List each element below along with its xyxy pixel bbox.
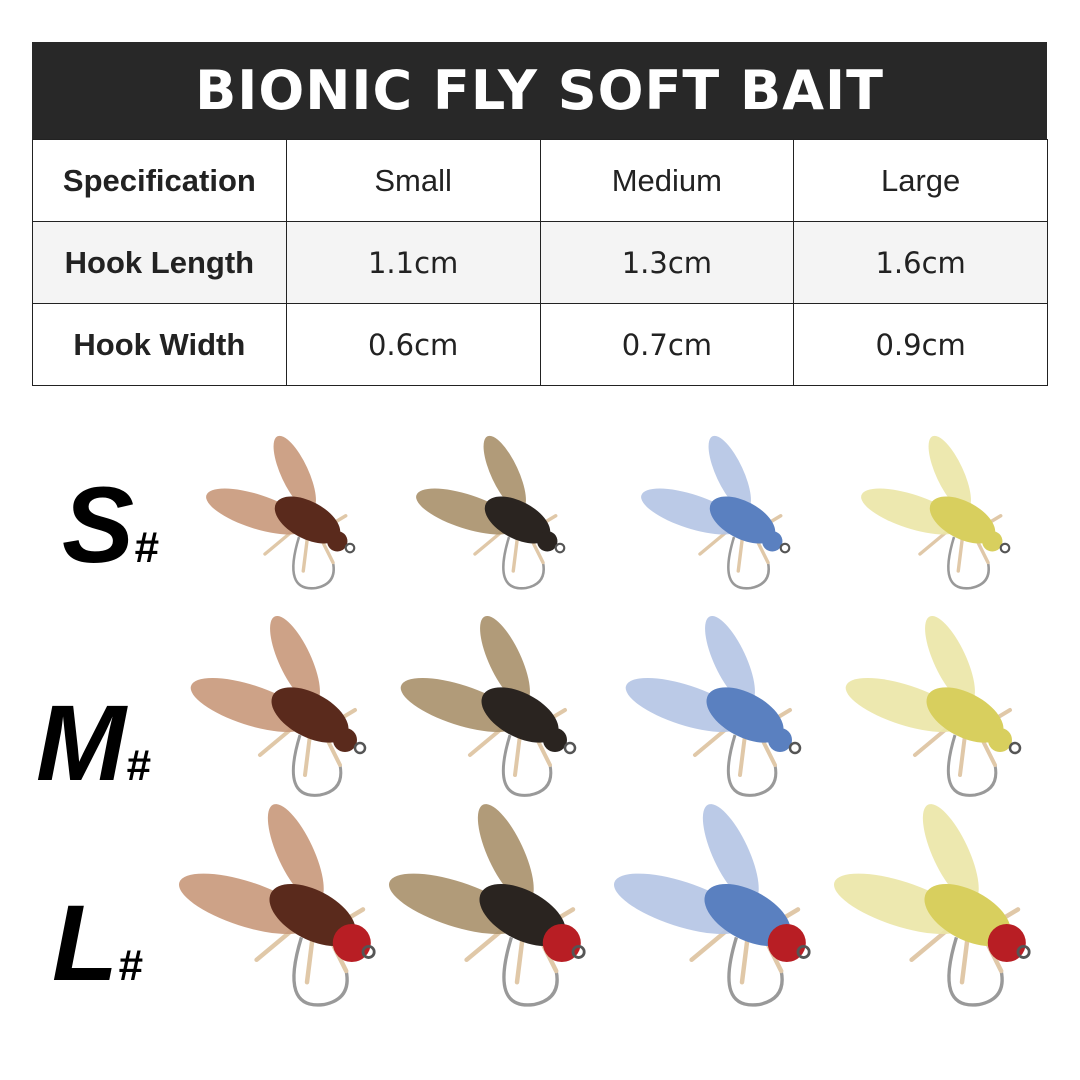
- hook-eye: [353, 741, 367, 755]
- wing-right: [702, 804, 759, 903]
- body: [481, 687, 559, 743]
- size-label-m: M#: [36, 680, 150, 805]
- hook: [502, 936, 559, 1007]
- hook: [292, 936, 349, 1007]
- head: [988, 728, 1012, 752]
- fly-lure-black: [400, 615, 577, 797]
- fly-lure-yellow: [845, 615, 1022, 797]
- body: [479, 884, 566, 946]
- hook-eye: [788, 741, 802, 755]
- hook-eye: [779, 542, 790, 554]
- head: [543, 728, 567, 752]
- wing-right: [273, 435, 316, 511]
- head: [981, 531, 1002, 552]
- table-header-row: Specification Small Medium Large: [32, 139, 1048, 222]
- hook-eye: [796, 944, 811, 959]
- hook-eye: [563, 741, 577, 755]
- body: [929, 496, 995, 544]
- body: [926, 687, 1004, 743]
- hook-eye: [361, 944, 376, 959]
- spec-table: Specification Small Medium Large Hook Le…: [32, 139, 1048, 386]
- fly-lure-brown: [190, 615, 367, 797]
- row-label: Hook Length: [32, 221, 287, 304]
- size-suffix: #: [125, 741, 151, 790]
- page-title: BIONIC FLY SOFT BAIT: [32, 42, 1047, 139]
- wing-right: [270, 615, 320, 705]
- header-large: Large: [793, 139, 1048, 222]
- size-suffix: #: [117, 941, 143, 990]
- cell-value: 1.6cm: [793, 221, 1048, 304]
- hook: [726, 734, 778, 797]
- body: [706, 687, 784, 743]
- hook: [726, 536, 770, 590]
- hook-eye: [554, 542, 565, 554]
- wing-right: [922, 804, 979, 903]
- header-small: Small: [285, 139, 541, 222]
- hook: [501, 536, 545, 590]
- cell-value: 0.9cm: [793, 303, 1048, 386]
- hook-eye: [571, 944, 586, 959]
- fly-lure-blue: [613, 804, 811, 1007]
- header-medium: Medium: [539, 139, 795, 222]
- body: [271, 687, 349, 743]
- head: [333, 728, 357, 752]
- head: [542, 923, 581, 963]
- wing-right: [708, 435, 751, 511]
- hook: [727, 936, 784, 1007]
- size-letter: M: [36, 682, 126, 803]
- row-label: Hook Width: [32, 303, 287, 386]
- fly-lure-brown: [205, 435, 355, 590]
- fly-lure-yellow: [860, 435, 1010, 590]
- cell-value: 1.1cm: [285, 221, 541, 304]
- body: [274, 496, 340, 544]
- cell-value: 0.6cm: [285, 303, 541, 386]
- size-letter: L: [52, 882, 118, 1003]
- wing-right: [483, 435, 526, 511]
- header-specification: Specification: [32, 139, 287, 222]
- hook: [291, 734, 343, 797]
- table-row: Hook Width 0.6cm 0.7cm 0.9cm: [32, 303, 1048, 386]
- hook: [947, 936, 1004, 1007]
- size-label-l: L#: [52, 880, 142, 1005]
- size-label-s: S#: [62, 462, 159, 587]
- head: [332, 923, 371, 963]
- fly-lure-blue: [640, 435, 790, 590]
- cell-value: 0.7cm: [539, 303, 795, 386]
- hook: [946, 734, 998, 797]
- head: [767, 923, 806, 963]
- fly-lure-yellow: [833, 804, 1031, 1007]
- wing-right: [705, 615, 755, 705]
- fly-lure-brown: [178, 804, 376, 1007]
- head: [536, 531, 557, 552]
- size-letter: S: [62, 464, 135, 585]
- table-row: Hook Length 1.1cm 1.3cm 1.6cm: [32, 221, 1048, 304]
- hook-eye: [999, 542, 1010, 554]
- hook-eye: [1008, 741, 1022, 755]
- fly-lure-black: [415, 435, 565, 590]
- fly-lure-black: [388, 804, 586, 1007]
- hook: [291, 536, 335, 590]
- size-suffix: #: [134, 523, 159, 572]
- wing-right: [477, 804, 534, 903]
- wing-right: [267, 804, 324, 903]
- wing-right: [928, 435, 971, 511]
- cell-value: 1.3cm: [539, 221, 795, 304]
- body: [924, 884, 1011, 946]
- body: [269, 884, 356, 946]
- head: [987, 923, 1026, 963]
- hook-eye: [344, 542, 355, 554]
- body: [484, 496, 550, 544]
- hook: [501, 734, 553, 797]
- wing-right: [480, 615, 530, 705]
- head: [761, 531, 782, 552]
- head: [326, 531, 347, 552]
- body: [709, 496, 775, 544]
- body: [704, 884, 791, 946]
- wing-right: [925, 615, 975, 705]
- fly-lure-blue: [625, 615, 802, 797]
- hook-eye: [1016, 944, 1031, 959]
- head: [768, 728, 792, 752]
- hook: [946, 536, 990, 590]
